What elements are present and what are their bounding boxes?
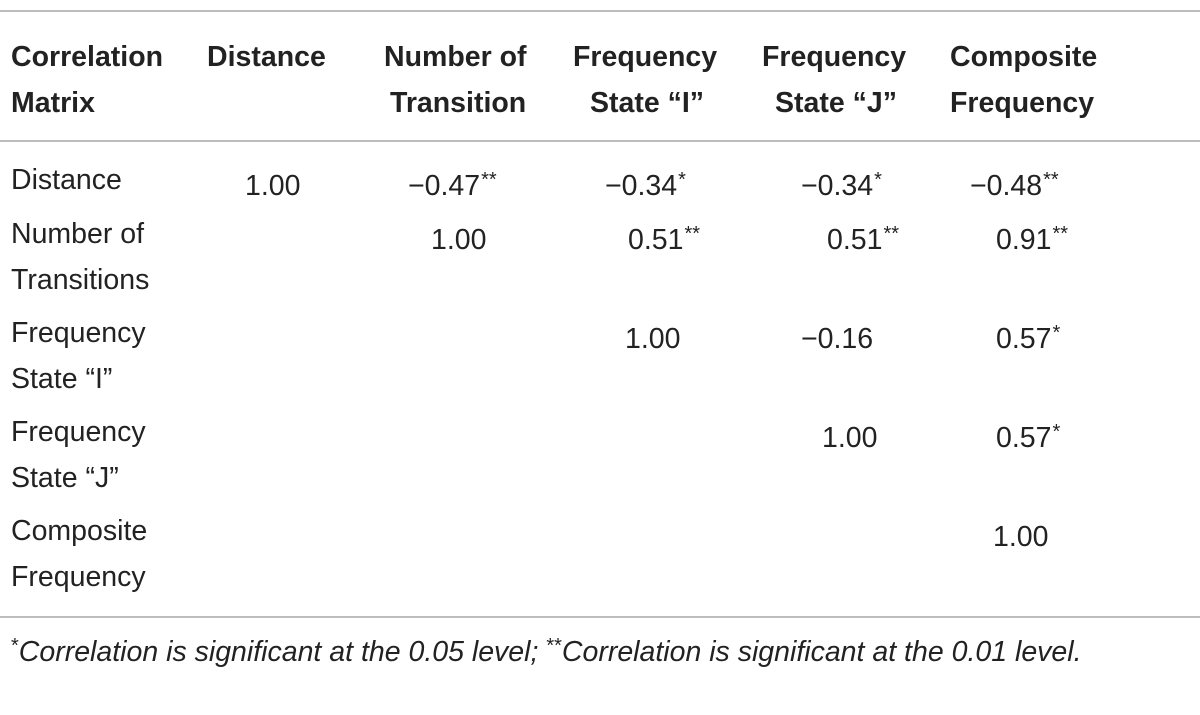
row-label-line: Distance (11, 164, 122, 196)
row-label-composite-frequency: Composite Frequency (11, 508, 147, 600)
cell-distance-transition: −0.47** (408, 169, 497, 202)
header-line: Number of (384, 41, 527, 73)
table-footnote: *Correlation is significant at the 0.05 … (11, 626, 1189, 672)
cell-state-i-composite: 0.57* (996, 322, 1061, 355)
row-label-distance: Distance (11, 157, 122, 203)
cell-state-i-state-j: −0.16 (801, 323, 874, 355)
header-line: Distance (207, 41, 326, 73)
row-label-line: State “J” (11, 462, 119, 494)
row-label-line: Frequency (11, 561, 146, 593)
row-label-line: Frequency (11, 416, 146, 448)
header-line: State “J” (775, 87, 897, 119)
header-correlation-matrix: Correlation Matrix (11, 34, 163, 126)
cell-distance-state-i: −0.34* (605, 169, 686, 202)
header-distance: Distance (207, 34, 326, 80)
significance-mark: * (11, 635, 19, 657)
header-composite-frequency: Composite Frequency (950, 34, 1097, 126)
cell-transition-state-j: 0.51** (827, 223, 900, 256)
cell-composite-composite: 1.00 (993, 521, 1049, 553)
cell-distance-composite: −0.48** (970, 169, 1059, 202)
header-line: Transition (390, 87, 527, 119)
header-line: Matrix (11, 87, 95, 119)
header-line: Frequency (762, 41, 907, 73)
header-frequency-state-j: Frequency State “J” (762, 34, 906, 126)
row-label-frequency-state-i: Frequency State “I” (11, 310, 146, 402)
cell-distance-state-j: −0.34* (801, 169, 882, 202)
header-line: Frequency (573, 41, 718, 73)
significance-mark: ** (546, 635, 562, 657)
header-line: State “I” (590, 87, 705, 119)
header-line: Composite (950, 41, 1098, 73)
header-line: Frequency (950, 87, 1095, 119)
row-label-line: State “I” (11, 363, 113, 395)
table-top-rule (0, 10, 1200, 12)
row-label-frequency-state-j: Frequency State “J” (11, 409, 146, 501)
cell-transition-transition: 1.00 (431, 224, 487, 256)
cell-state-j-state-j: 1.00 (822, 422, 878, 454)
row-label-line: Composite (11, 515, 148, 547)
header-divider-rule (0, 140, 1200, 142)
row-label-line: Transitions (11, 264, 150, 296)
row-label-line: Number of (11, 218, 145, 250)
header-number-of-transition: Number of Transition (384, 34, 527, 126)
header-frequency-state-i: Frequency State “I” (573, 34, 717, 126)
header-line: Correlation (11, 41, 164, 73)
row-label-line: Frequency (11, 317, 146, 349)
cell-transition-composite: 0.91** (996, 223, 1069, 256)
cell-distance-distance: 1.00 (245, 170, 301, 202)
table-bottom-rule (0, 616, 1200, 618)
cell-state-j-composite: 0.57* (996, 421, 1061, 454)
cell-state-i-state-i: 1.00 (625, 323, 681, 355)
footnote-text: Correlation is significant at the 0.01 l… (561, 636, 1082, 668)
cell-transition-state-i: 0.51** (628, 223, 701, 256)
footnote-text: Correlation is significant at the 0.05 l… (18, 636, 547, 668)
row-label-number-of-transitions: Number of Transitions (11, 211, 149, 303)
